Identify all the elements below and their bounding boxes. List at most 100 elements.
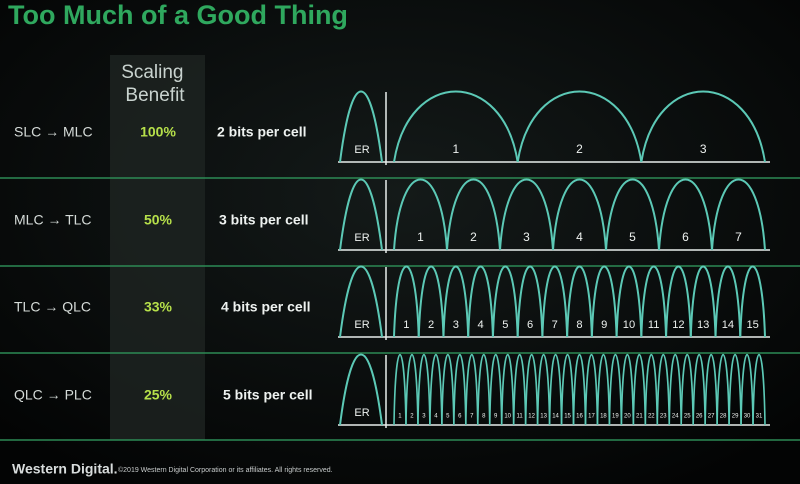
er-distribution <box>339 265 383 338</box>
benefit: 33% <box>144 299 173 315</box>
er-distribution <box>339 90 383 163</box>
benefit: 100% <box>140 124 176 140</box>
state-distribution <box>417 265 445 338</box>
state-distribution <box>728 354 742 426</box>
bits: 2 bits per cell <box>217 124 306 140</box>
state-label: ER <box>354 407 369 419</box>
state-label: 14 <box>552 414 559 420</box>
state-label: 15 <box>746 319 758 331</box>
state-label: 5 <box>629 230 636 244</box>
state-label: 2 <box>410 414 414 420</box>
state-label: 3 <box>422 414 426 420</box>
state-label: 20 <box>624 414 631 420</box>
state-label: 15 <box>564 414 571 420</box>
brand: Western Digital. <box>12 461 118 477</box>
state-distribution <box>417 354 431 426</box>
state-label: 18 <box>600 414 607 420</box>
state-label: 11 <box>648 319 660 331</box>
state-label: 1 <box>452 142 459 156</box>
state-distribution <box>714 265 742 338</box>
state-label: 4 <box>434 414 438 420</box>
state-label: 2 <box>576 142 583 156</box>
column-header-line: Scaling <box>121 62 183 83</box>
state-distribution <box>453 354 467 426</box>
state-distribution <box>740 354 754 426</box>
state-label: 1 <box>398 414 402 420</box>
copyright: ©2019 Western Digital Corporation or its… <box>118 466 333 474</box>
state-distribution <box>711 178 766 251</box>
state-distribution <box>644 354 659 426</box>
state-label: 13 <box>697 319 709 331</box>
state-label: 10 <box>623 319 635 331</box>
state-distribution <box>640 265 668 338</box>
title: Too Much of a Good Thing <box>8 0 348 30</box>
state-label: 2 <box>428 319 434 331</box>
state-distribution <box>640 90 766 163</box>
state-label: 31 <box>756 414 763 420</box>
state-label: 3 <box>523 230 530 244</box>
state-distribution <box>739 265 766 338</box>
state-distribution <box>692 354 706 426</box>
state-label: 6 <box>682 230 689 244</box>
state-label: 5 <box>502 319 508 331</box>
transition: MLC → TLC <box>14 212 92 228</box>
state-label: 16 <box>576 414 583 420</box>
state-label: 8 <box>482 414 486 420</box>
state-label: 10 <box>504 414 511 420</box>
state-distribution <box>668 354 683 426</box>
state-distribution <box>429 354 443 426</box>
state-distribution <box>524 354 539 426</box>
state-label: 7 <box>552 319 558 331</box>
state-distribution <box>596 354 611 426</box>
state-distribution <box>467 265 494 338</box>
state-label: 6 <box>527 319 533 331</box>
state-label: 8 <box>576 319 582 331</box>
column-header-text: Scaling Benefit <box>121 62 189 106</box>
state-distribution <box>442 265 470 338</box>
state-label: 7 <box>735 230 742 244</box>
state-distribution <box>441 354 455 426</box>
state-label: 13 <box>540 414 547 420</box>
state-distribution <box>572 354 587 426</box>
state-label: 4 <box>477 319 483 331</box>
state-distribution <box>500 354 515 426</box>
bits: 5 bits per cell <box>223 387 312 403</box>
state-label: 1 <box>417 230 424 244</box>
state-distribution <box>665 265 692 338</box>
state-distribution <box>446 178 501 251</box>
state-label: 1 <box>403 319 409 331</box>
benefit: 50% <box>144 212 173 228</box>
state-distribution <box>658 178 713 251</box>
state-distribution <box>476 354 491 426</box>
transition: TLC → QLC <box>14 299 91 315</box>
state-distribution <box>680 354 694 426</box>
bits: 4 bits per cell <box>221 299 310 315</box>
state-distribution <box>512 354 527 426</box>
column-header-line: Benefit <box>125 85 185 106</box>
transition: SLC → MLC <box>14 124 93 140</box>
state-distribution <box>608 354 623 426</box>
state-label: 30 <box>744 414 751 420</box>
state-label: 14 <box>722 319 734 331</box>
state-distribution <box>560 354 575 426</box>
state-distribution <box>605 178 660 251</box>
state-label: 22 <box>648 414 655 420</box>
er-distribution <box>339 178 383 251</box>
state-label: 5 <box>446 414 450 420</box>
state-distribution <box>516 90 643 163</box>
state-distribution <box>465 354 479 426</box>
state-distribution <box>752 354 766 426</box>
state-distribution <box>615 265 643 338</box>
state-label: 9 <box>601 319 607 331</box>
bits: 3 bits per cell <box>219 212 308 228</box>
state-distribution <box>393 354 407 426</box>
state-label: 29 <box>732 414 739 420</box>
state-label: 28 <box>720 414 727 420</box>
state-label: 7 <box>470 414 474 420</box>
state-label: 23 <box>660 414 667 420</box>
state-distribution <box>405 354 419 426</box>
state-label: 4 <box>576 230 583 244</box>
state-distribution <box>499 178 554 251</box>
